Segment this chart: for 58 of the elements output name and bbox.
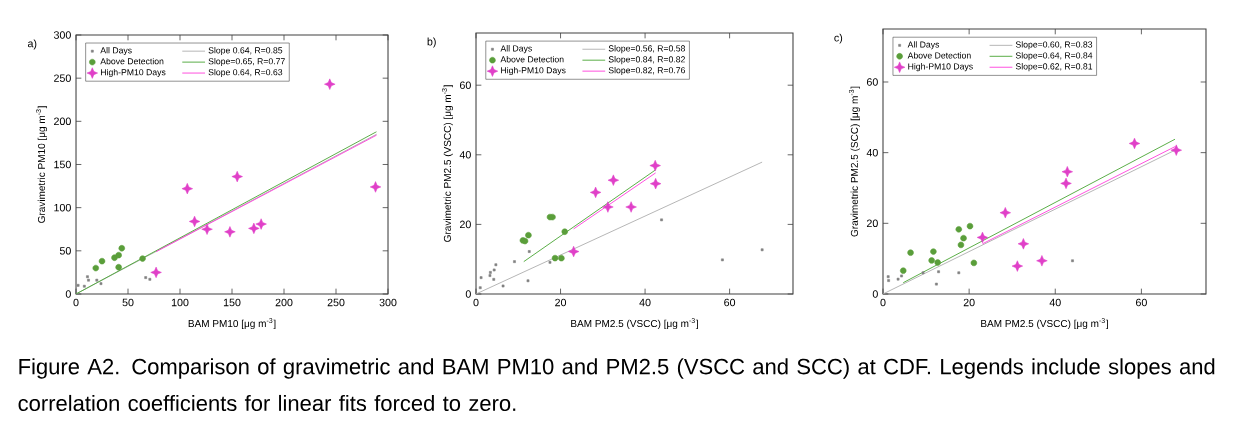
y-axis-title: Gravimetric PM2.5 (VSCC) [μg m$^{-3}$]: [441, 85, 453, 242]
legend-label: Slope=0.56, R=0.58: [608, 45, 686, 54]
x-tick-label: 60: [724, 298, 736, 307]
legend-label: Slope 0.64, R=0.63: [208, 68, 283, 77]
legend-label: Slope=0.65, R=0.77: [208, 57, 285, 67]
y-tick-label: 250: [54, 74, 71, 82]
y-tick-label: 60: [459, 81, 471, 89]
x-tick-label: 40: [1049, 298, 1061, 307]
x-tick-label: 0: [73, 298, 79, 307]
y-tick-label: 60: [866, 78, 878, 86]
x-tick-label: 250: [327, 298, 345, 307]
y-tick-label: 100: [54, 203, 71, 212]
x-axis-title: BAM PM10 [μg m$^{-3}$]: [188, 318, 276, 330]
x-tick-label: 300: [379, 298, 397, 307]
x-tick-label: 100: [171, 298, 189, 307]
legend-label: All Days: [100, 47, 132, 56]
legend-label: Above Detection: [907, 52, 971, 59]
y-tick-label: 0: [65, 290, 71, 298]
legend-label: Slope=0.62, R=0.81: [1015, 63, 1093, 72]
x-tick-label: 0: [473, 298, 479, 307]
x-tick-label: 150: [223, 298, 241, 307]
x-tick-label: 50: [122, 298, 134, 307]
y-axis-title: Gravimetric PM10 [μg m$^{-3}$]: [36, 106, 48, 223]
legend-label: High-PM10 Days: [501, 67, 566, 76]
x-axis-title: BAM PM2.5 (VSCC) [μg m$^{-3}$]: [981, 318, 1108, 330]
legend-label: High-PM10 Days: [101, 68, 166, 77]
y-tick-label: 40: [459, 151, 471, 159]
y-tick-label: 300: [53, 31, 71, 39]
y-tick-label: 40: [866, 148, 878, 157]
y-tick-label: 20: [866, 219, 878, 228]
legend-label: Slope=0.64, R=0.84: [1015, 52, 1093, 61]
y-tick-label: 0: [872, 290, 878, 298]
legend-label: Slope=0.82, R=0.76: [608, 67, 686, 76]
chart-title: a): [27, 39, 37, 50]
x-tick-label: 0: [880, 298, 886, 307]
y-axis-title: Gravimetric PM2.5 (SCC) [μg m$^{-3}$]: [848, 86, 860, 237]
x-tick-label: 40: [639, 298, 651, 307]
caption: Figure A2. Comparison of gravimetric and BAM PM10 and PM2.5 (VSCC and SCC) at CDF. Legends include slopes and correlation coefficients for linear fits forced to zero.: [18, 358, 1215, 412]
y-tick-label: 150: [54, 160, 71, 169]
legend-label: Above Detection: [500, 56, 564, 63]
x-tick-label: 20: [555, 298, 567, 307]
x-tick-label: 60: [1136, 298, 1147, 307]
legend-label: All Days: [500, 45, 532, 54]
legend-label: Slope=0.84, R=0.82: [608, 56, 685, 65]
y-tick-label: 200: [54, 117, 71, 126]
legend-label: Above Detection: [100, 57, 164, 65]
chart-title: c): [834, 33, 843, 44]
y-tick-label: 20: [459, 220, 471, 229]
legend-label: All Days: [907, 41, 940, 50]
y-tick-label: 50: [59, 247, 71, 255]
x-axis-title: BAM PM2.5 (VSCC) [μg m$^{-3}$]: [571, 318, 698, 330]
chart-title: b): [427, 37, 436, 48]
y-tick-label: 0: [465, 290, 471, 298]
x-tick-label: 200: [275, 298, 293, 307]
legend-label: Slope 0.64, R=0.85: [208, 47, 283, 56]
legend-label: Slope=0.60, R=0.83: [1015, 41, 1093, 50]
x-tick-label: 20: [963, 298, 975, 307]
legend-label: High-PM10 Days: [908, 63, 973, 72]
